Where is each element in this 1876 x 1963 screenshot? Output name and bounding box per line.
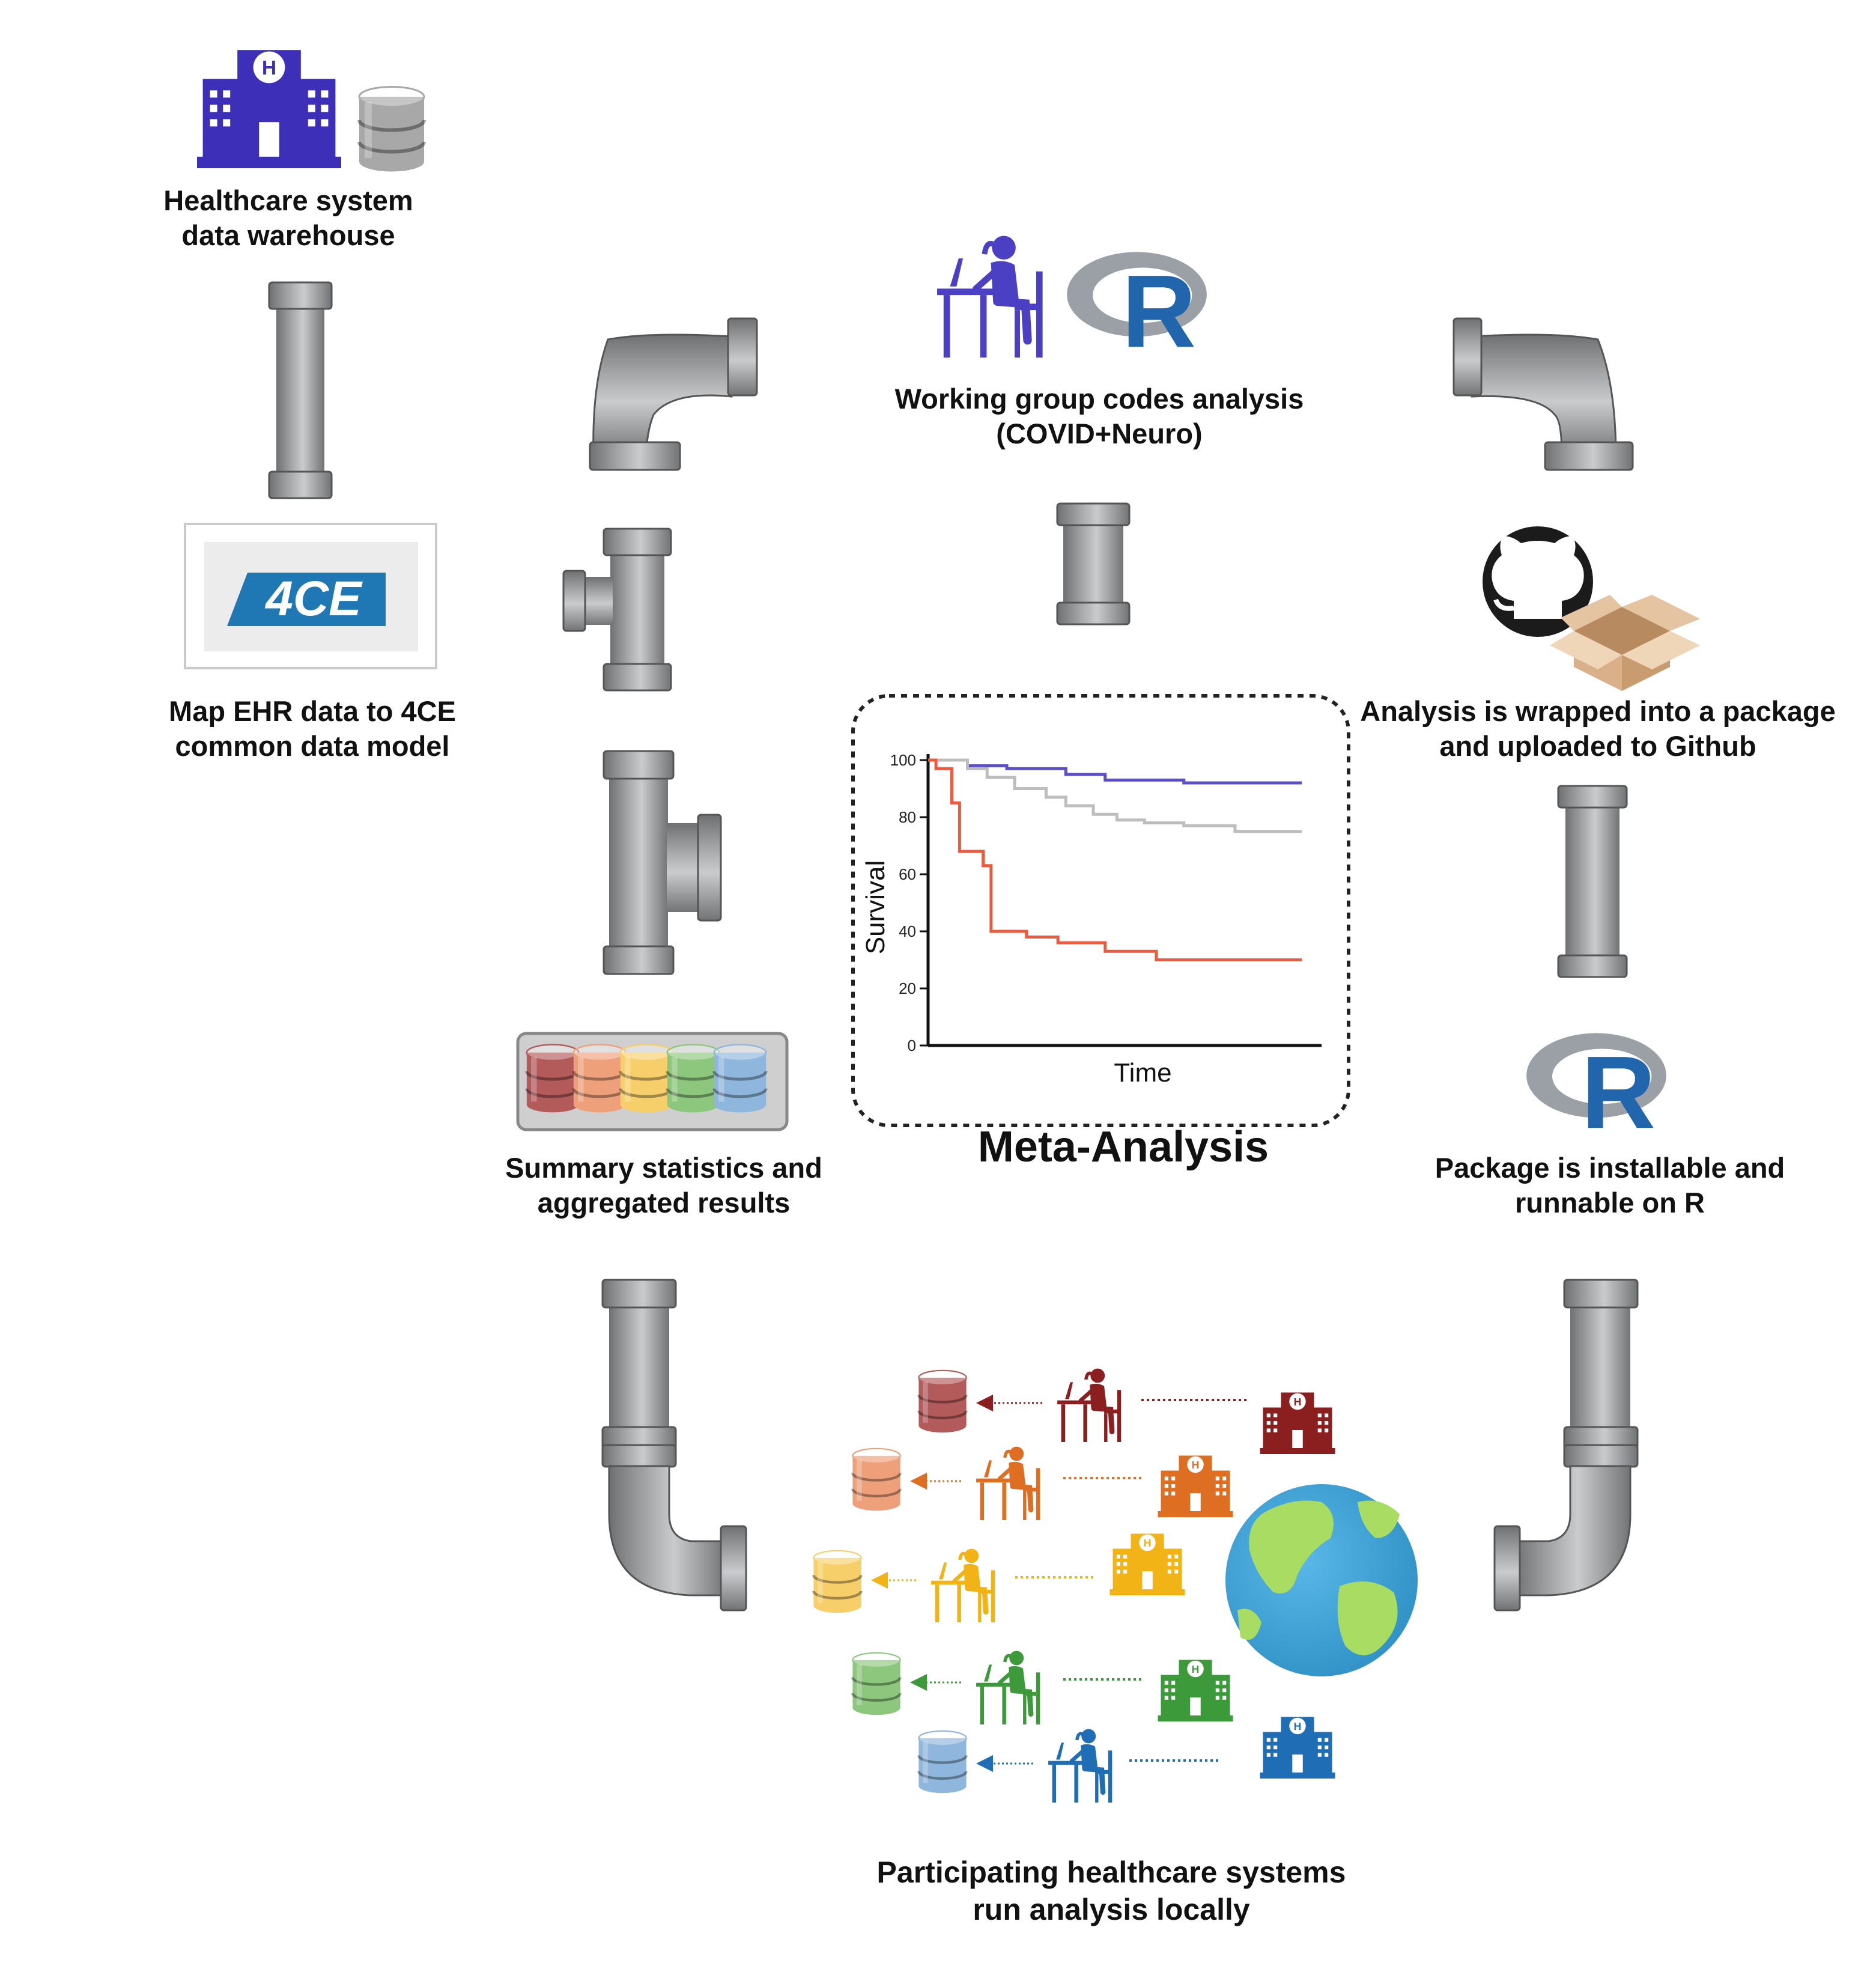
installable-label: Package is installable and runnable on R — [1434, 1152, 1785, 1219]
site-database-icon — [918, 1731, 966, 1793]
warehouse-hospital-icon — [197, 50, 341, 168]
map-ehr-label: Map EHR data to 4CE common data model — [169, 695, 456, 762]
r-logo-icon — [1067, 252, 1207, 358]
globe-icon — [1225, 1484, 1418, 1676]
pipe-icon — [562, 528, 672, 692]
arrow-head-icon — [976, 1395, 993, 1411]
summary-statistics-label: Summary statistics and aggregated results — [505, 1152, 822, 1219]
meta-analysis-frame — [851, 694, 1350, 1127]
site-researcher-icon — [1048, 1729, 1112, 1803]
site-database-icon — [813, 1551, 861, 1613]
warehouse-database-icon — [359, 87, 424, 172]
arrow-head-icon — [910, 1473, 927, 1490]
r-logo-icon — [1526, 1033, 1666, 1139]
participating-label: Participating healthcare systems run anal… — [876, 1855, 1346, 1926]
site-researcher-icon — [976, 1651, 1040, 1724]
pipe-icon — [601, 1279, 747, 1611]
site-researcher-icon — [1057, 1369, 1121, 1442]
y-tick-label: 80 — [899, 808, 916, 826]
meta-analysis-title: Meta-Analysis — [977, 1123, 1269, 1171]
y-tick-label: 40 — [899, 922, 916, 940]
pipe-icon — [268, 281, 333, 499]
y-tick-label: 60 — [899, 865, 916, 883]
x-axis-label: Time — [1114, 1058, 1171, 1088]
pipe-icon — [603, 750, 722, 975]
site-database-icon — [852, 1653, 900, 1715]
working-group-label: Working group codes analysis (COVID+Neuro… — [894, 383, 1304, 449]
arrow-head-icon — [910, 1674, 927, 1691]
survival-chart: 0 20 40 60 80 100 Time Survival — [861, 751, 1322, 1088]
y-tick-label: 100 — [890, 751, 916, 769]
y-axis-label: Survival — [861, 860, 890, 955]
package-github-label: Analysis is wrapped into a package and up… — [1360, 695, 1836, 762]
site-hospital-icon — [1158, 1455, 1233, 1517]
pipe-icon — [1453, 317, 1634, 471]
pipe-icon — [1056, 502, 1131, 625]
survival-series-line-2 — [928, 758, 1302, 833]
arrow-head-icon — [976, 1755, 993, 1772]
site-researcher-icon — [976, 1447, 1040, 1520]
4ce-logo-text: 4CE — [264, 571, 363, 626]
site-hospital-icon — [1158, 1660, 1233, 1721]
participating-sites — [813, 1369, 1335, 1803]
survival-series-line-3 — [928, 758, 1302, 961]
summary-databases-icon — [516, 1032, 789, 1131]
pipe-icon — [1493, 1279, 1639, 1611]
site-hospital-icon — [1260, 1392, 1335, 1454]
site-researcher-icon — [931, 1549, 995, 1622]
site-database-icon — [918, 1371, 966, 1432]
warehouse-label: Healthcare system data warehouse — [163, 184, 413, 251]
survival-series-line-1 — [928, 758, 1302, 785]
researcher-icon — [937, 236, 1043, 358]
site-hospital-icon — [1260, 1717, 1335, 1779]
site-database-icon — [852, 1449, 900, 1511]
y-tick-label: 0 — [908, 1036, 916, 1055]
pipe-icon — [589, 317, 758, 471]
arrow-head-icon — [871, 1572, 888, 1589]
site-hospital-icon — [1110, 1533, 1185, 1595]
y-tick-label: 20 — [899, 979, 916, 997]
4ce-logo: 4CE — [184, 523, 437, 669]
pipe-icon — [1557, 785, 1628, 978]
box-icon — [1550, 595, 1700, 691]
github-icon — [1483, 526, 1593, 637]
